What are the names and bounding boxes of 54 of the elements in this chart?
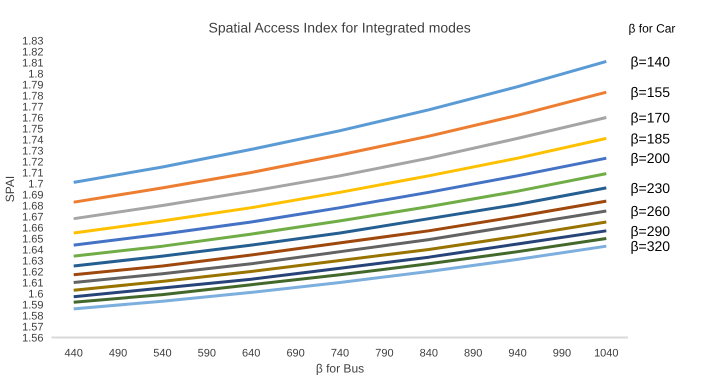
y-axis-title: SPAI <box>3 176 18 202</box>
y-tick-label: 1.72 <box>22 156 44 168</box>
x-tick-label: 790 <box>375 348 394 360</box>
x-tick-label: 590 <box>198 348 216 360</box>
series-label: β=155 <box>630 84 670 100</box>
y-tick-label: 1.82 <box>22 46 44 58</box>
y-tick-label: 1.62 <box>22 266 44 278</box>
y-tick-label: 1.69 <box>22 190 44 202</box>
y-tick-label: 1.74 <box>22 134 44 146</box>
y-tick-label: 1.83 <box>22 36 44 48</box>
x-tick-label: 840 <box>420 348 438 360</box>
y-tick-label: 1.63 <box>22 256 44 268</box>
y-tick-label: 1.58 <box>22 310 44 322</box>
x-tick-label: 940 <box>508 348 527 360</box>
x-tick-label: 1040 <box>594 348 619 360</box>
y-tick-label: 1.56 <box>22 332 44 344</box>
y-tick-label: 1.77 <box>22 102 44 114</box>
y-tick-label: 1.75 <box>22 124 44 136</box>
y-tick-label: 1.81 <box>22 58 44 70</box>
y-tick-label: 1.66 <box>22 222 44 234</box>
y-tick-label: 1.76 <box>22 112 44 124</box>
x-tick-label: 690 <box>286 348 305 360</box>
series-label: β=185 <box>630 130 670 146</box>
y-tick-label: 1.79 <box>22 80 44 92</box>
text: β for Car <box>628 22 676 36</box>
series-label: β=230 <box>630 180 670 196</box>
y-tick-label: 1.78 <box>22 90 44 102</box>
y-tick-label: 1.68 <box>22 200 44 212</box>
y-tick-label: 1.59 <box>22 300 44 312</box>
chart-title: Spatial Access Index for Integrated modes <box>208 20 471 36</box>
y-tick-label: 1.64 <box>22 244 44 256</box>
series-label: β=290 <box>630 222 670 239</box>
series-label: β=200 <box>630 150 670 166</box>
y-tick-label: 1.8 <box>28 68 44 80</box>
y-tick-label: 1.7 <box>28 178 44 190</box>
x-axis-title: β for Bus <box>316 362 364 376</box>
y-tick-label: 1.57 <box>22 322 44 334</box>
x-tick-label: 490 <box>108 348 128 360</box>
x-tick-label: 890 <box>464 348 482 360</box>
series-label: β=320 <box>630 238 670 254</box>
x-tick-label: 990 <box>552 348 572 360</box>
y-tick-label: 1.6 <box>28 288 44 300</box>
series-label: β=170 <box>630 110 670 126</box>
y-tick-label: 1.73 <box>22 146 44 158</box>
series-label: β=140 <box>630 53 670 70</box>
x-tick-label: 440 <box>64 348 83 360</box>
series-label: β=260 <box>630 203 670 219</box>
y-tick-label: 1.65 <box>22 234 44 246</box>
y-tick-label: 1.71 <box>22 168 44 180</box>
x-tick-label: 740 <box>330 348 350 360</box>
y-tick-label: 1.61 <box>22 278 44 290</box>
x-tick-label: 540 <box>153 348 172 360</box>
x-tick-label: 640 <box>242 348 260 360</box>
y-tick-label: 1.67 <box>22 212 44 224</box>
